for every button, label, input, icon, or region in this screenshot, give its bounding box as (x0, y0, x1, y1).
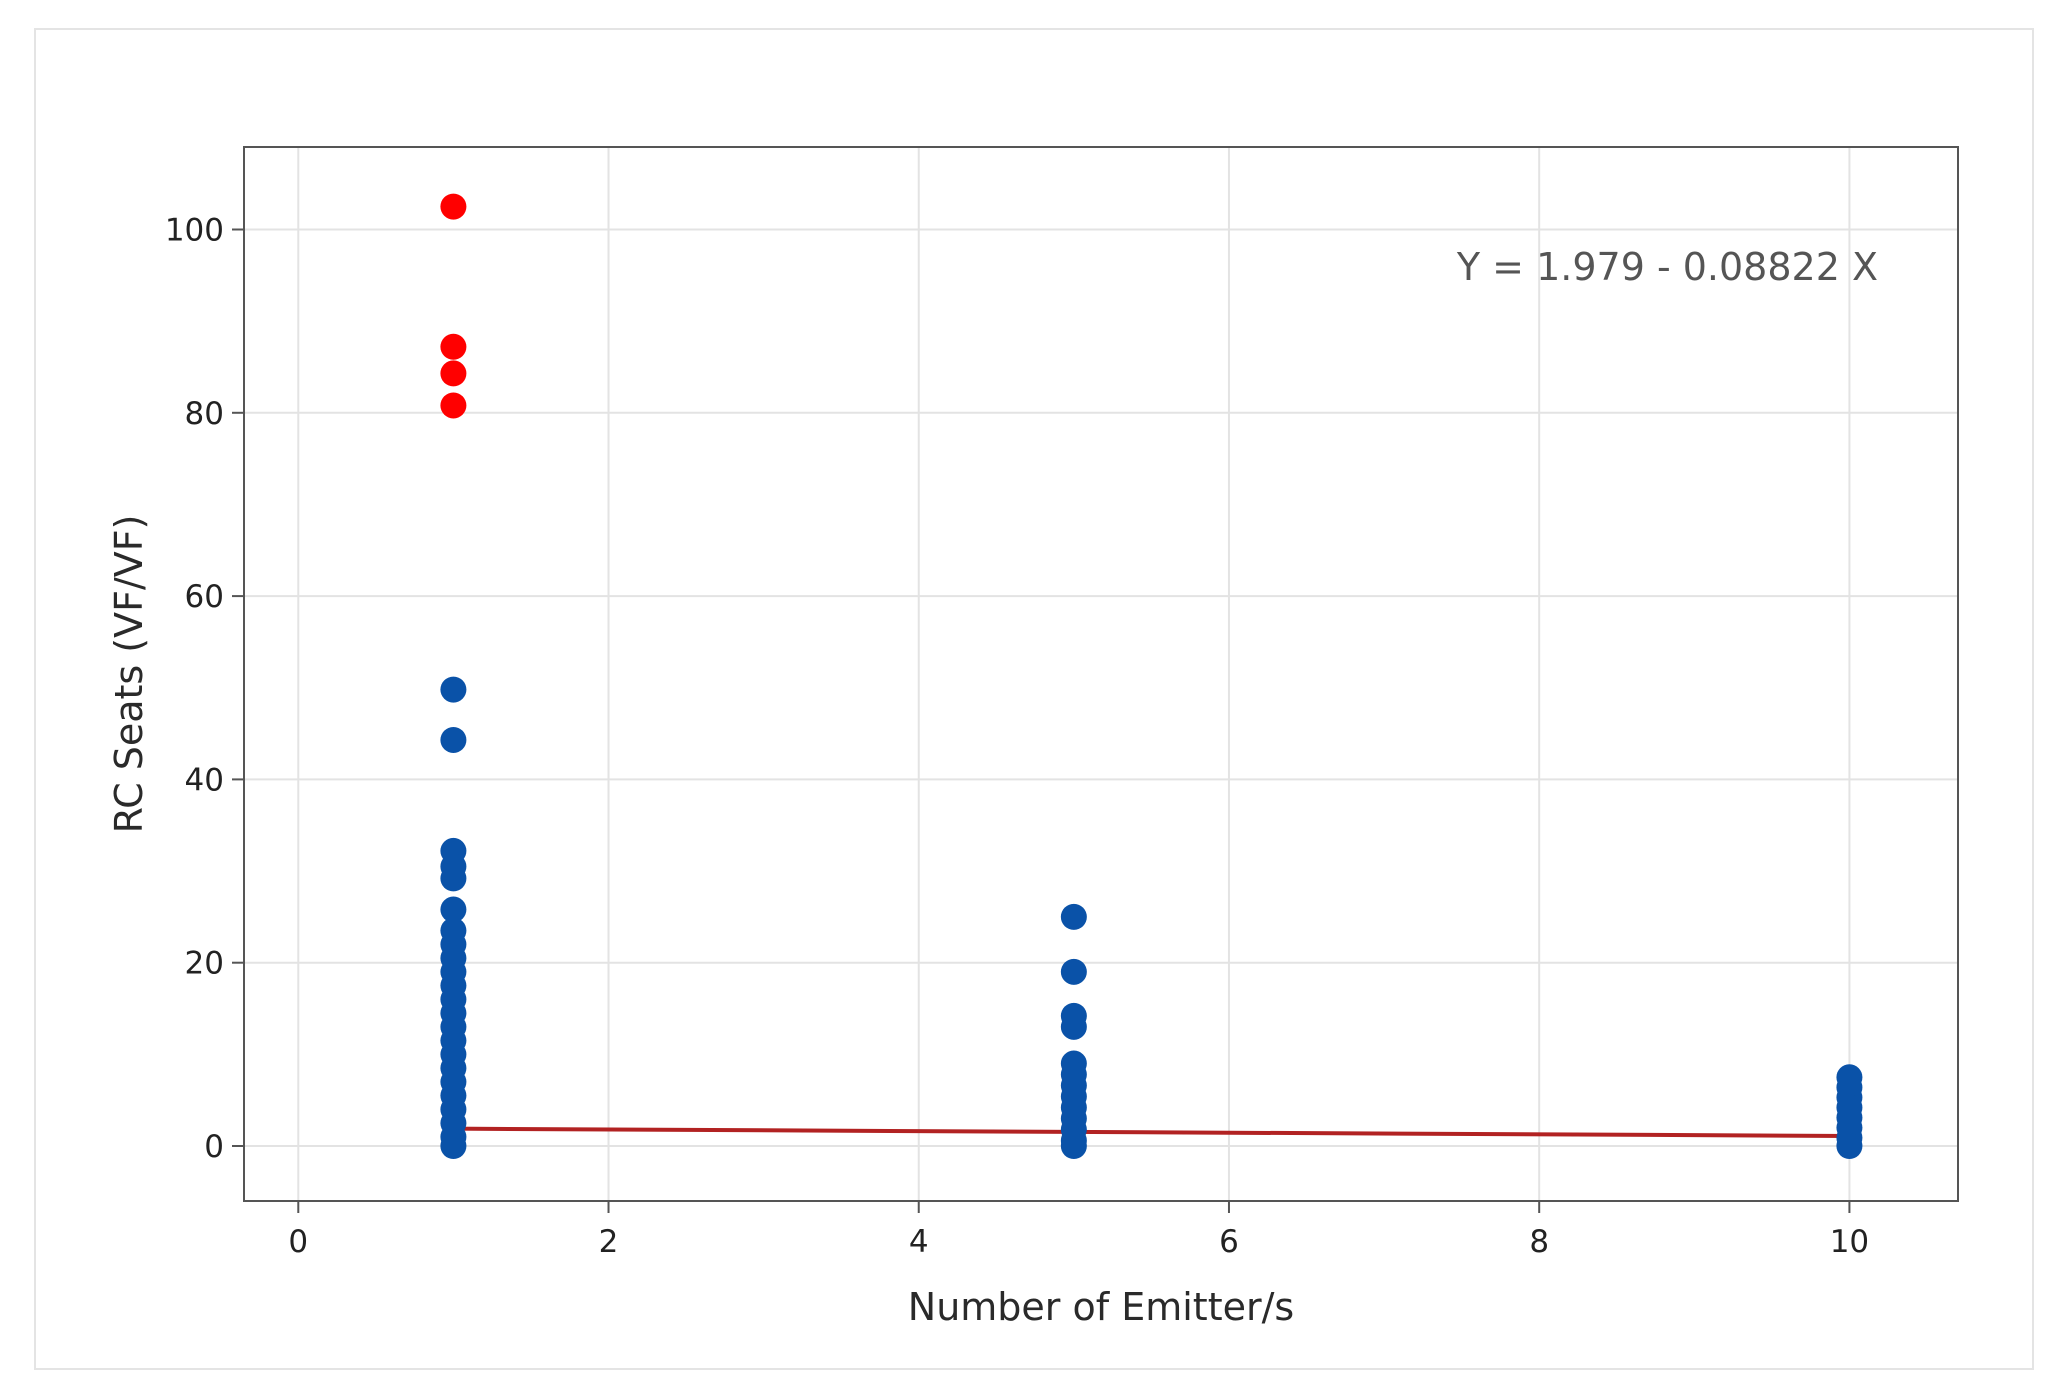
data-point (440, 865, 467, 892)
data-point (440, 360, 467, 387)
data-point (440, 193, 467, 220)
data-point (1836, 1133, 1863, 1160)
data-point (440, 392, 467, 419)
plot-area (244, 147, 1958, 1201)
regression-line (453, 1126, 1850, 1138)
x-tick-label: 4 (909, 1224, 929, 1260)
grid (244, 147, 1958, 1201)
data-point (1060, 958, 1087, 985)
y-axis-title: RC Seats (VF/VF) (107, 515, 151, 834)
y-tick-label: 0 (204, 1129, 224, 1165)
data-point (1060, 1013, 1087, 1040)
x-tick-label: 2 (599, 1224, 619, 1260)
data-point (440, 333, 467, 360)
y-tick-label: 100 (165, 212, 224, 248)
data-point (1060, 1133, 1087, 1160)
x-axis-title: Number of Emitter/s (908, 1285, 1294, 1329)
data-point (440, 1133, 467, 1160)
data-point (1060, 903, 1087, 930)
y-tick-label: 60 (185, 579, 224, 615)
data-points (440, 193, 1863, 1160)
x-tick-label: 6 (1219, 1224, 1239, 1260)
x-tick-label: 0 (288, 1224, 308, 1260)
data-point (440, 726, 467, 753)
x-tick-label: 10 (1830, 1224, 1869, 1260)
x-tick-label: 8 (1529, 1224, 1549, 1260)
plot-border (243, 146, 1959, 1202)
y-tick-label: 80 (185, 396, 224, 432)
y-tick-label: 20 (185, 946, 224, 982)
regression-equation: Y = 1.979 - 0.08822 X (1456, 245, 1878, 289)
fit-line (453, 1126, 1850, 1138)
data-point (440, 896, 467, 923)
data-point (440, 676, 467, 703)
y-tick-label: 40 (185, 762, 224, 798)
